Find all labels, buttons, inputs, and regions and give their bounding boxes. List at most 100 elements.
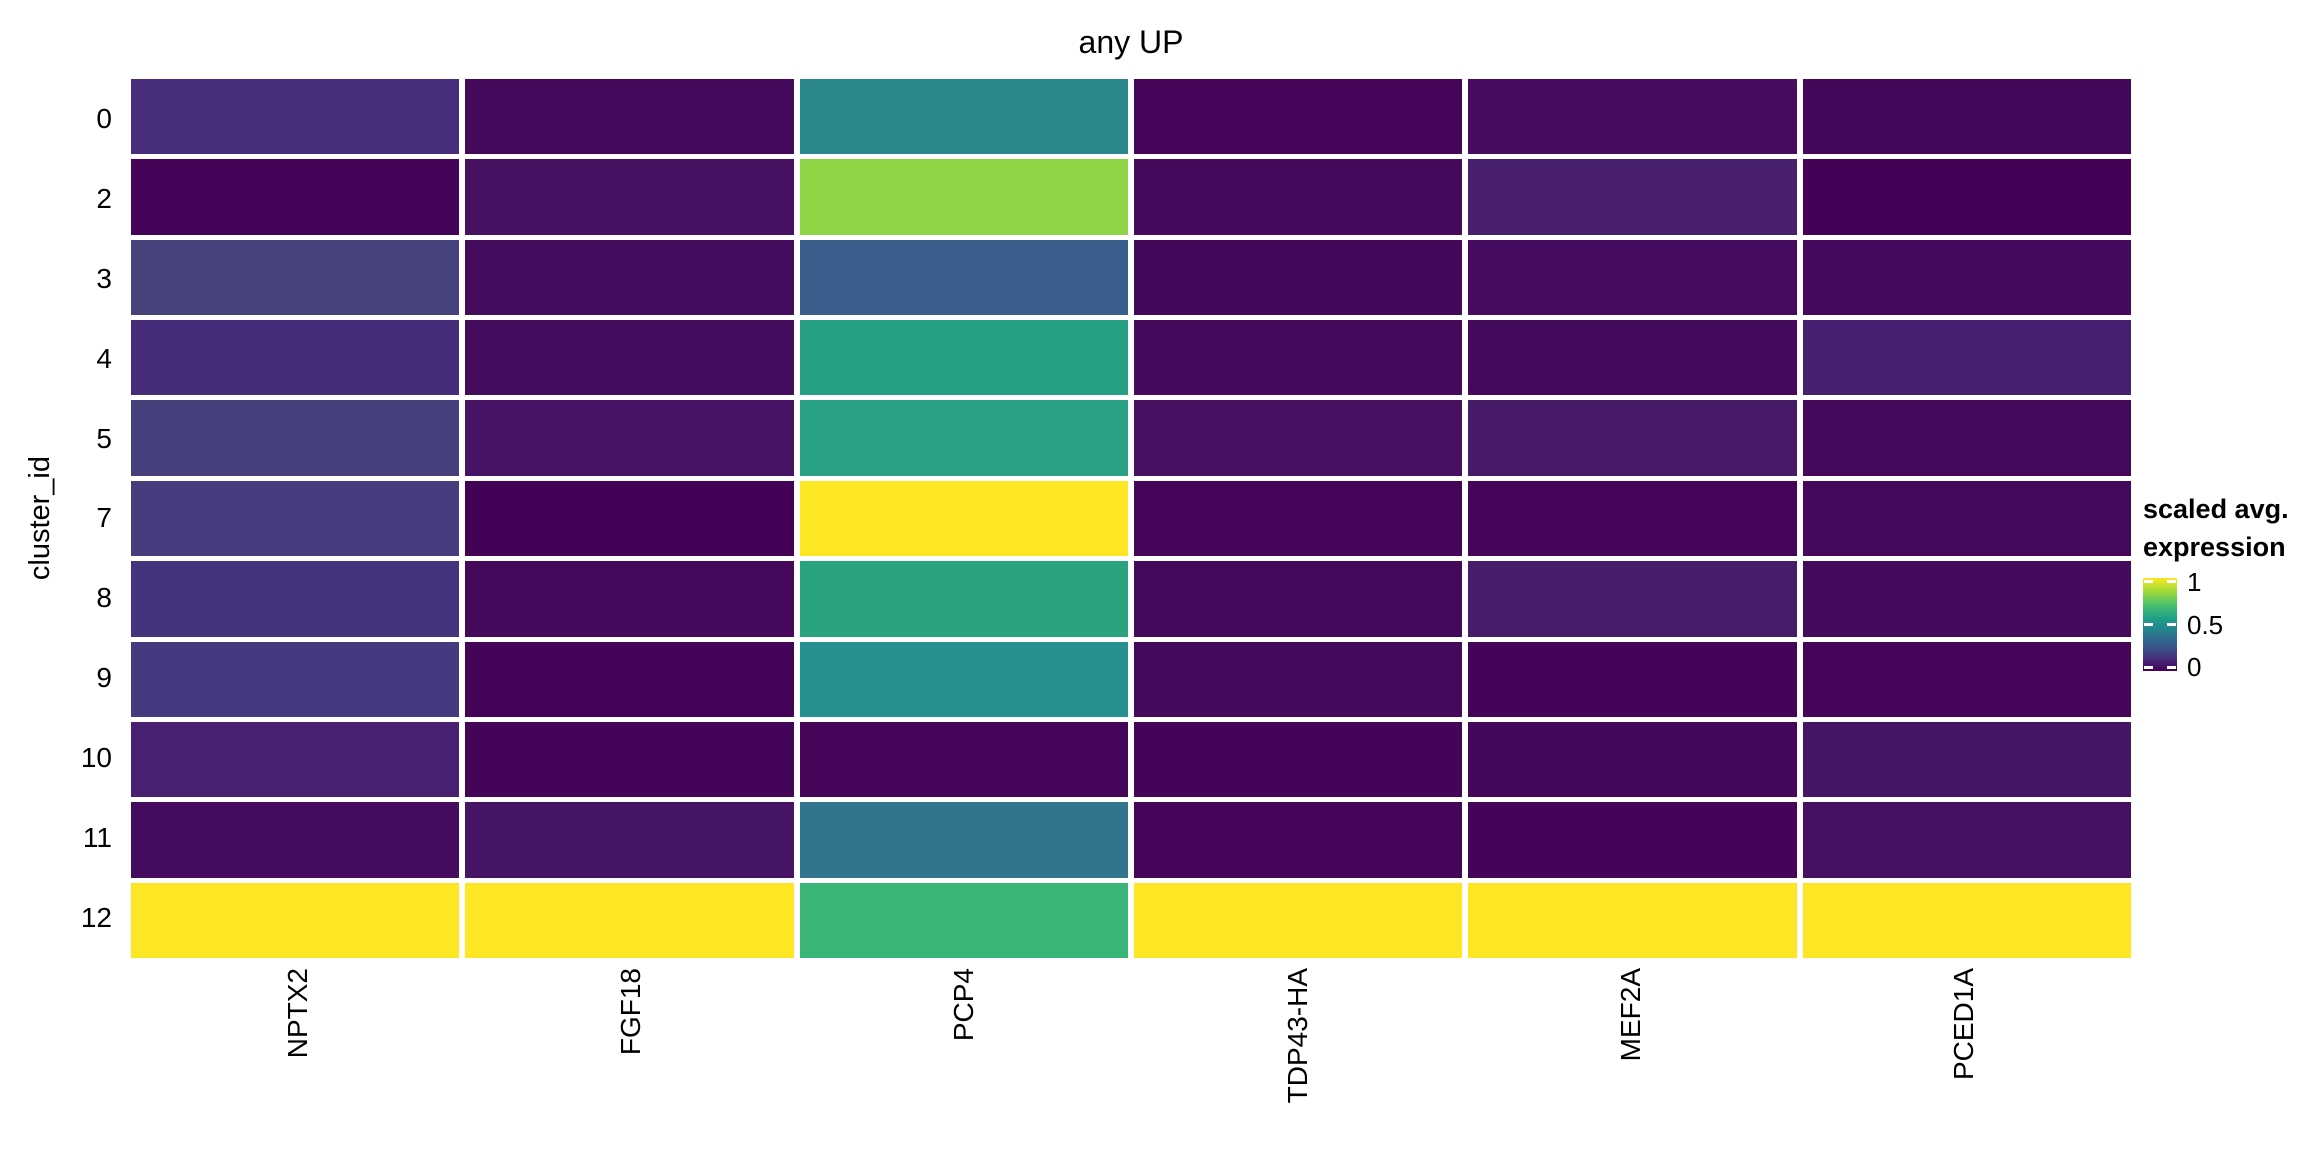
- heatmap-cell-cluster2-NPTX2: [131, 159, 460, 235]
- legend-tick-dash: [2167, 580, 2176, 584]
- heatmap-cell-cluster5-FGF18: [465, 400, 794, 476]
- heatmap-cell-cluster7-PCP4: [799, 480, 1128, 557]
- heatmap-cell-cluster2-MEF2A: [1468, 159, 1797, 235]
- legend-colorbar-row: 1 0.5 0: [2143, 569, 2304, 680]
- heatmap-cell-cluster3-PCP4: [799, 239, 1128, 316]
- x-axis-tick-labels: NPTX2 FGF18 PCP4 TDP43-HA MEF2A PCED1A: [131, 968, 2131, 1150]
- heatmap-cell-cluster9-MEF2A: [1468, 641, 1797, 717]
- heatmap-cell-cluster0-TDP43-HA: [1134, 79, 1463, 155]
- heatmap-cell-cluster3-MEF2A: [1468, 239, 1797, 316]
- y-tick-label: 3: [96, 262, 112, 294]
- heatmap-cell-cluster0-NPTX2: [131, 79, 460, 155]
- heatmap-cell-cluster9-TDP43-HA: [1134, 641, 1463, 717]
- x-tick-label-text: NPTX2: [281, 968, 313, 1059]
- x-tick-label-text: PCP4: [948, 968, 980, 1042]
- heatmap-cell-cluster11-FGF18: [465, 802, 794, 878]
- y-tick-label: 2: [96, 182, 112, 214]
- heatmap-cell-cluster11-NPTX2: [131, 802, 460, 878]
- heatmap-cell-cluster0-PCP4: [799, 79, 1128, 155]
- heatmap-cell-cluster10-MEF2A: [1468, 721, 1797, 798]
- heatmap-cell-cluster8-MEF2A: [1468, 561, 1797, 637]
- heatmap-cell-cluster7-FGF18: [465, 480, 794, 557]
- x-tick-label-text: MEF2A: [1614, 968, 1646, 1062]
- heatmap-cell-cluster4-TDP43-HA: [1134, 320, 1463, 396]
- legend-tick-dash: [2144, 580, 2153, 584]
- y-tick-label: 4: [96, 342, 112, 374]
- y-tick-label: 8: [96, 582, 112, 614]
- heatmap-cell-cluster9-FGF18: [465, 641, 794, 717]
- x-tick-label: TDP43-HA: [1131, 968, 1464, 1150]
- heatmap-cell-cluster11-MEF2A: [1468, 802, 1797, 878]
- heatmap-cell-cluster10-TDP43-HA: [1134, 721, 1463, 798]
- heatmap-cell-cluster8-PCP4: [799, 561, 1128, 637]
- heatmap-cell-cluster12-PCED1A: [1802, 882, 2131, 958]
- heatmap-cell-cluster12-NPTX2: [131, 882, 460, 958]
- heatmap-cell-cluster0-FGF18: [465, 79, 794, 155]
- heatmap-cell-cluster11-PCP4: [799, 802, 1128, 878]
- heatmap-cell-cluster7-PCED1A: [1802, 480, 2131, 557]
- heatmap-cell-cluster5-PCP4: [799, 400, 1128, 476]
- legend-title-line2: expression: [2143, 532, 2286, 562]
- y-tick-label: 0: [96, 102, 112, 134]
- legend-tick-label: 1: [2187, 566, 2202, 597]
- heatmap-cell-cluster0-PCED1A: [1802, 79, 2131, 155]
- heatmap-cell-cluster0-MEF2A: [1468, 79, 1797, 155]
- heatmap-cell-cluster8-TDP43-HA: [1134, 561, 1463, 637]
- y-tick-label: 10: [80, 742, 112, 774]
- heatmap-cell-cluster4-PCP4: [799, 320, 1128, 396]
- heatmap-cell-cluster10-NPTX2: [131, 721, 460, 798]
- x-tick-label-text: FGF18: [614, 968, 646, 1056]
- heatmap-cell-cluster8-FGF18: [465, 561, 794, 637]
- y-tick-label: 11: [82, 822, 112, 854]
- heatmap-cell-cluster3-FGF18: [465, 239, 794, 316]
- heatmap-cell-cluster2-FGF18: [465, 159, 794, 235]
- heatmap-cell-cluster5-TDP43-HA: [1134, 400, 1463, 476]
- heatmap-cell-cluster10-PCED1A: [1802, 721, 2131, 798]
- y-tick-label: 12: [80, 902, 112, 934]
- heatmap-cell-cluster12-MEF2A: [1468, 882, 1797, 958]
- x-tick-label: NPTX2: [131, 968, 464, 1150]
- x-tick-label: PCP4: [798, 968, 1131, 1150]
- legend-tick-label: 0: [2187, 652, 2202, 683]
- heatmap-cell-cluster3-TDP43-HA: [1134, 239, 1463, 316]
- heatmap-cell-cluster3-PCED1A: [1802, 239, 2131, 316]
- legend: scaled avg. expression 1 0.5 0: [2143, 490, 2304, 750]
- y-tick-label: 5: [96, 422, 112, 454]
- y-tick-label: 7: [96, 502, 112, 534]
- heatmap-cell-cluster11-PCED1A: [1802, 802, 2131, 878]
- heatmap-cell-cluster4-FGF18: [465, 320, 794, 396]
- heatmap-cell-cluster7-NPTX2: [131, 480, 460, 557]
- heatmap-cell-cluster2-TDP43-HA: [1134, 159, 1463, 235]
- heatmap-cell-cluster3-NPTX2: [131, 239, 460, 316]
- x-tick-label-text: PCED1A: [1948, 968, 1980, 1081]
- heatmap-cell-cluster4-MEF2A: [1468, 320, 1797, 396]
- x-tick-label-text: TDP43-HA: [1281, 968, 1313, 1104]
- heatmap-cell-cluster8-PCED1A: [1802, 561, 2131, 637]
- heatmap-cell-cluster4-PCED1A: [1802, 320, 2131, 396]
- heatmap-cell-cluster2-PCP4: [799, 159, 1128, 235]
- heatmap-cell-cluster12-TDP43-HA: [1134, 882, 1463, 958]
- heatmap-cell-cluster10-PCP4: [799, 721, 1128, 798]
- legend-tick-dash: [2167, 665, 2176, 669]
- heatmap-cell-cluster9-PCED1A: [1802, 641, 2131, 717]
- heatmap-cell-cluster5-PCED1A: [1802, 400, 2131, 476]
- heatmap-grid: [131, 79, 2131, 958]
- x-tick-label: PCED1A: [1798, 968, 2131, 1150]
- legend-tick-dash: [2167, 623, 2176, 626]
- heatmap-cell-cluster5-MEF2A: [1468, 400, 1797, 476]
- heatmap-cell-cluster9-PCP4: [799, 641, 1128, 717]
- heatmap-cell-cluster5-NPTX2: [131, 400, 460, 476]
- heatmap-cell-cluster7-MEF2A: [1468, 480, 1797, 557]
- heatmap-cell-cluster4-NPTX2: [131, 320, 460, 396]
- x-tick-label: FGF18: [464, 968, 797, 1150]
- legend-tick-dash: [2144, 665, 2153, 669]
- x-tick-label: MEF2A: [1464, 968, 1797, 1150]
- heatmap-cell-cluster10-FGF18: [465, 721, 794, 798]
- legend-title-line1: scaled avg.: [2143, 494, 2289, 524]
- heatmap-cell-cluster11-TDP43-HA: [1134, 802, 1463, 878]
- heatmap-cell-cluster8-NPTX2: [131, 561, 460, 637]
- heatmap-cell-cluster2-PCED1A: [1802, 159, 2131, 235]
- legend-tick-dash: [2144, 623, 2153, 626]
- heatmap-cell-cluster12-FGF18: [465, 882, 794, 958]
